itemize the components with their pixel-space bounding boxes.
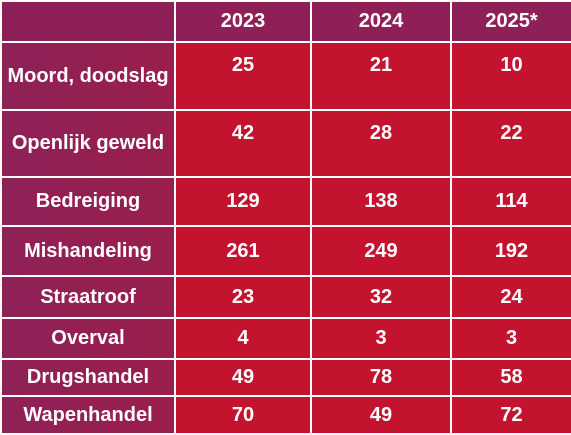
table-cell: 70 xyxy=(174,395,312,435)
table-cell: 72 xyxy=(450,395,571,435)
table-cell: 49 xyxy=(174,358,312,397)
row-label-wapenhandel: Wapenhandel xyxy=(0,395,176,435)
table-cell: 25 xyxy=(174,41,312,111)
table-cell: 58 xyxy=(450,358,571,397)
table-row: Moord, doodslag 25 21 10 xyxy=(0,41,571,111)
table-row: Drugshandel 49 78 58 xyxy=(0,358,571,397)
table-cell: 192 xyxy=(450,225,571,277)
row-label-straatroof: Straatroof xyxy=(0,275,176,319)
header-row: 2023 2024 2025* xyxy=(0,0,571,43)
table-row: Mishandeling 261 249 192 xyxy=(0,225,571,277)
header-corner-cell xyxy=(0,0,176,43)
table-cell: 3 xyxy=(310,317,452,360)
row-label-drugshandel: Drugshandel xyxy=(0,358,176,397)
table-cell: 249 xyxy=(310,225,452,277)
table-cell: 4 xyxy=(174,317,312,360)
table-cell: 21 xyxy=(310,41,452,111)
table-row: Openlijk geweld 42 28 22 xyxy=(0,109,571,178)
table-cell: 3 xyxy=(450,317,571,360)
row-label-moord-doodslag: Moord, doodslag xyxy=(0,41,176,111)
row-label-bedreiging: Bedreiging xyxy=(0,176,176,227)
table-cell: 24 xyxy=(450,275,571,319)
table-cell: 28 xyxy=(310,109,452,178)
table-cell: 261 xyxy=(174,225,312,277)
table-cell: 22 xyxy=(450,109,571,178)
table-cell: 78 xyxy=(310,358,452,397)
header-year-2024: 2024 xyxy=(310,0,452,43)
header-year-2025: 2025* xyxy=(450,0,571,43)
table-row: Wapenhandel 70 49 72 xyxy=(0,395,571,435)
table-cell: 23 xyxy=(174,275,312,319)
table-cell: 129 xyxy=(174,176,312,227)
table-row: Overval 4 3 3 xyxy=(0,317,571,360)
row-label-openlijk-geweld: Openlijk geweld xyxy=(0,109,176,178)
table-cell: 49 xyxy=(310,395,452,435)
table-cell: 10 xyxy=(450,41,571,111)
table-cell: 42 xyxy=(174,109,312,178)
row-label-overval: Overval xyxy=(0,317,176,360)
table-cell: 32 xyxy=(310,275,452,319)
header-year-2023: 2023 xyxy=(174,0,312,43)
table-cell: 114 xyxy=(450,176,571,227)
table-row: Bedreiging 129 138 114 xyxy=(0,176,571,227)
row-label-mishandeling: Mishandeling xyxy=(0,225,176,277)
table-row: Straatroof 23 32 24 xyxy=(0,275,571,319)
table-cell: 138 xyxy=(310,176,452,227)
